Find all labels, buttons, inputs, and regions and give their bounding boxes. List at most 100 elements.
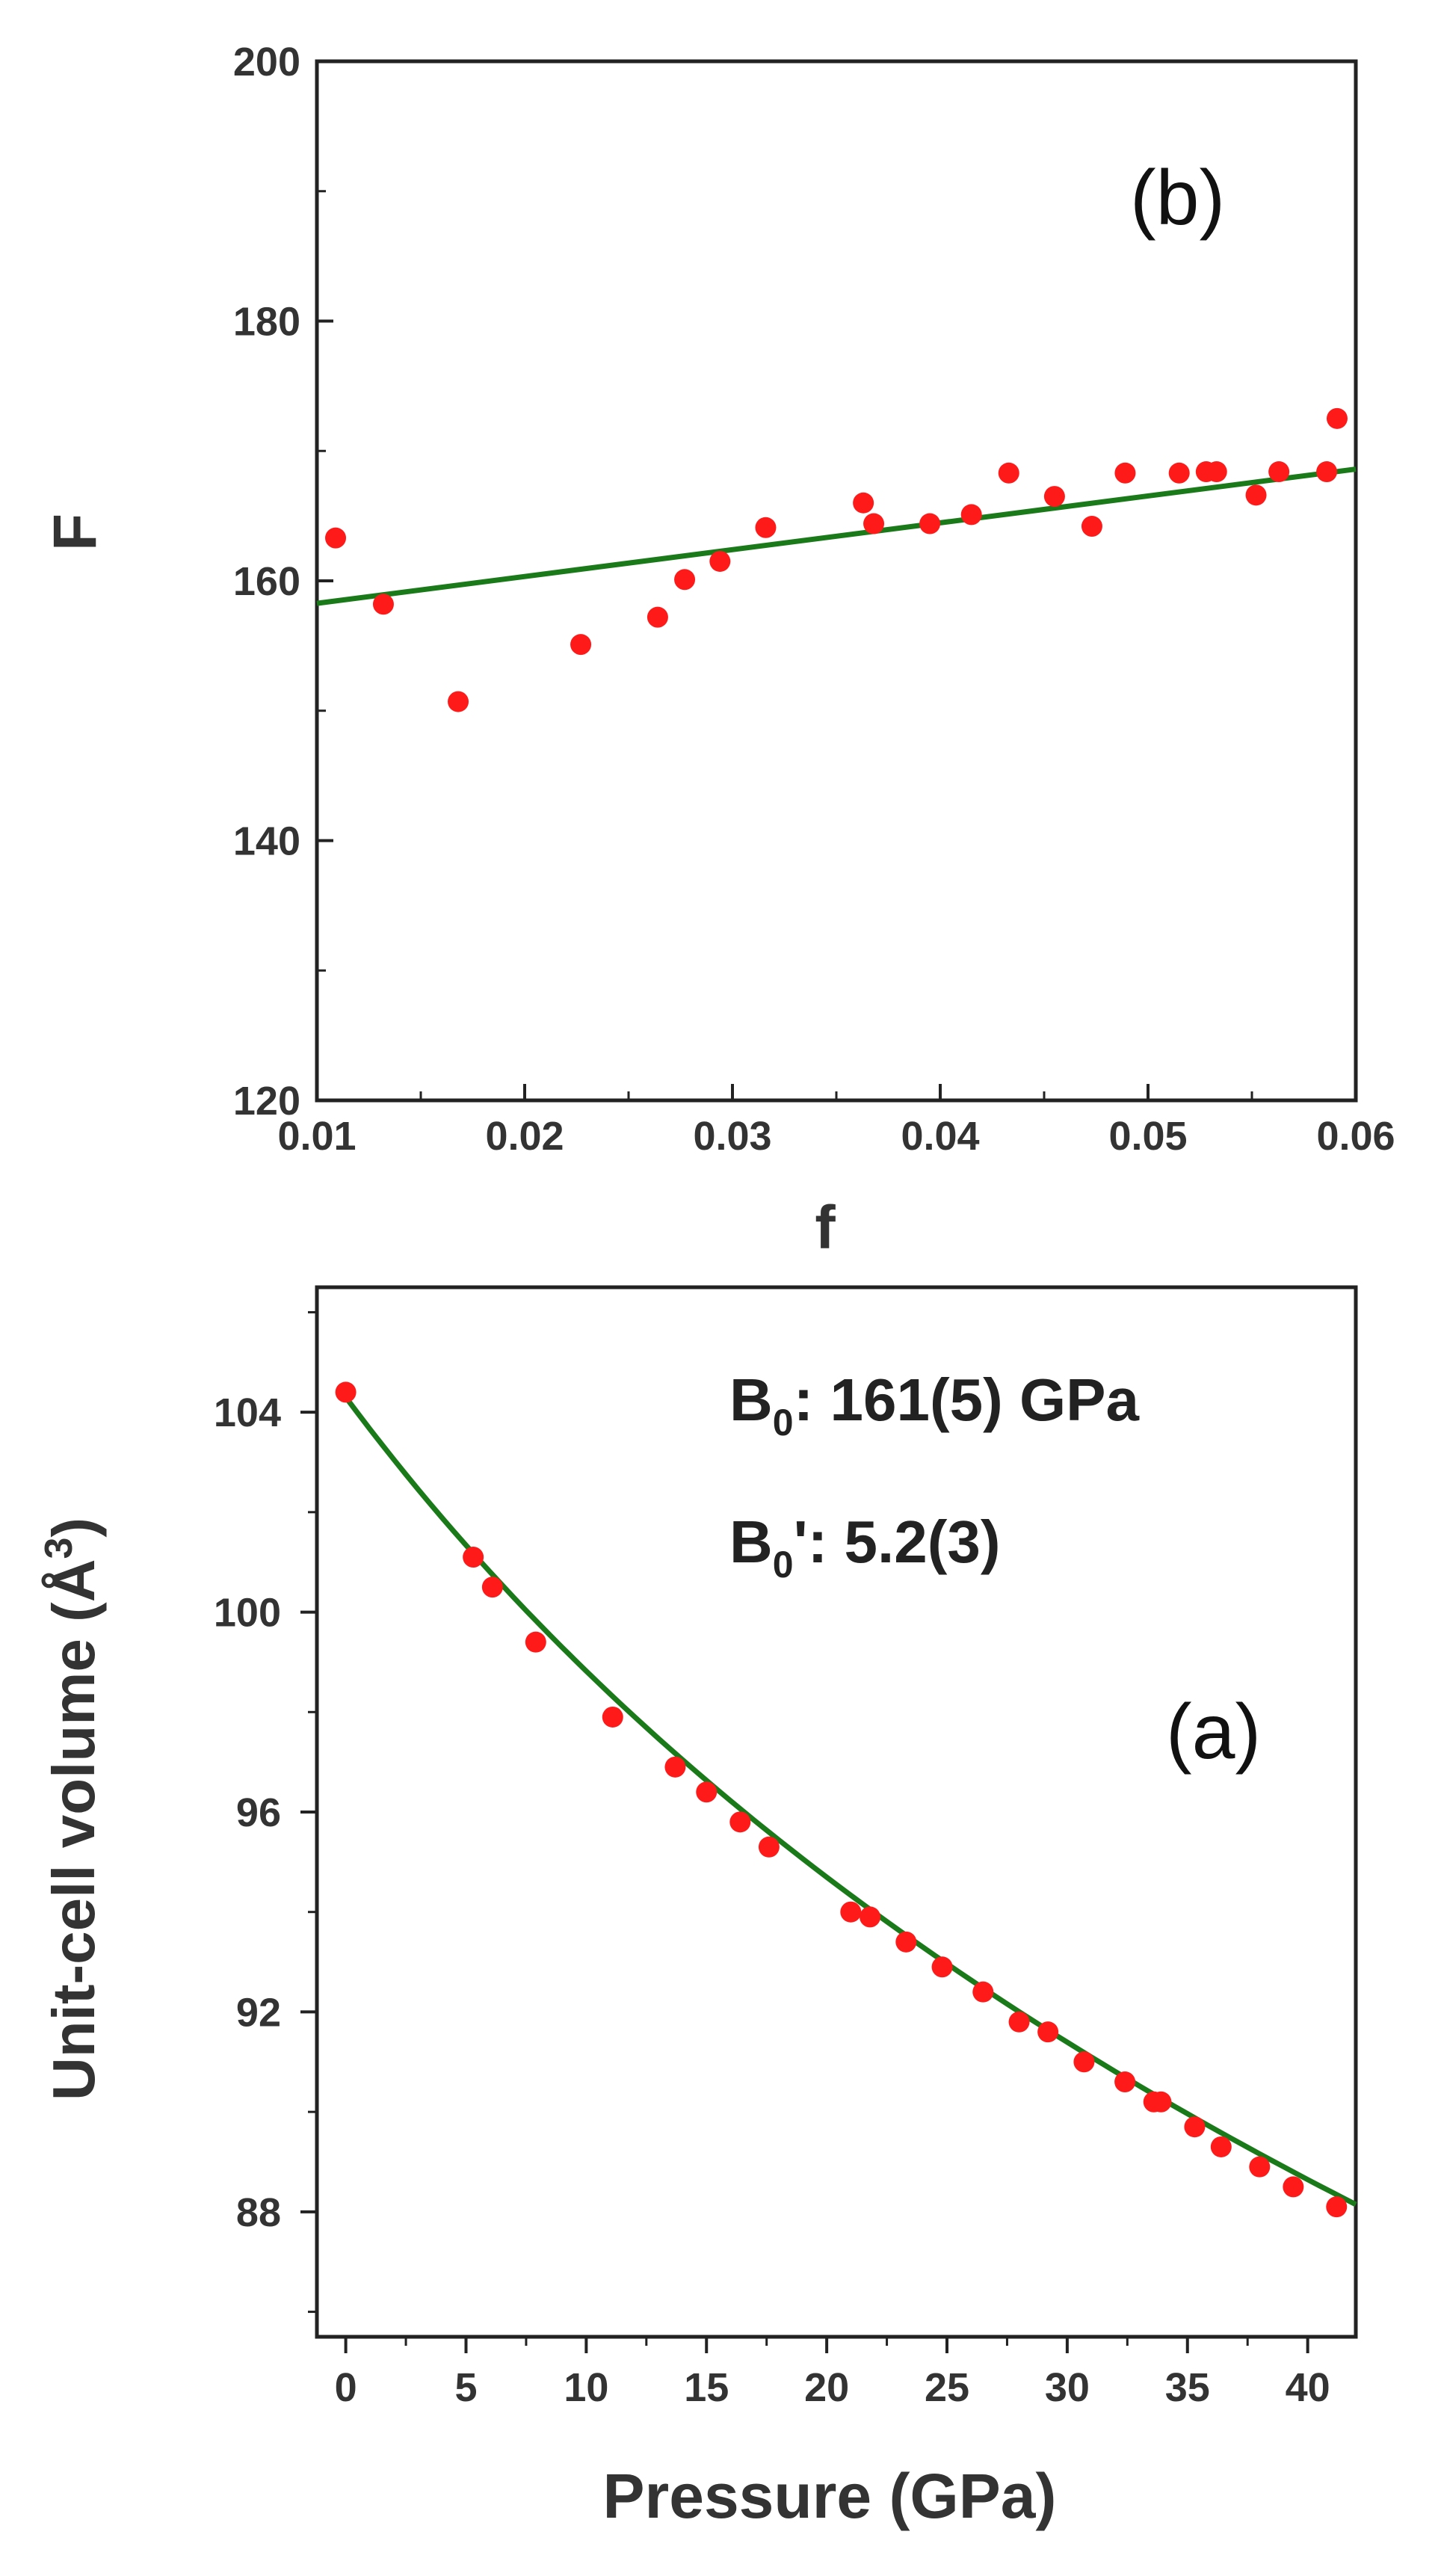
- data-point: [758, 1836, 780, 1858]
- data-point: [1114, 2071, 1136, 2093]
- x-tick-label: 10: [564, 2365, 608, 2410]
- data-point: [647, 606, 668, 628]
- annotation-pressure-derivative: B0': 5.2(3): [729, 1509, 1000, 1586]
- data-point: [1150, 2091, 1172, 2113]
- data-point: [325, 527, 347, 549]
- data-point: [1043, 486, 1065, 508]
- data-point: [853, 492, 874, 514]
- data-point: [931, 1956, 953, 1978]
- y-tick-labels-b: 120 140 160 180 200: [233, 40, 300, 1124]
- data-point: [448, 691, 469, 712]
- data-point: [1326, 2196, 1348, 2218]
- data-point: [664, 1756, 686, 1778]
- data-point: [919, 513, 941, 534]
- data-point: [1283, 2176, 1304, 2198]
- x-tick-label: 0.06: [1316, 1114, 1395, 1159]
- annotation-bulk-modulus-subscript: 0: [773, 1402, 794, 1443]
- data-point: [674, 569, 696, 591]
- data-point: [335, 1381, 357, 1403]
- x-tick-label: 20: [804, 2365, 849, 2410]
- data-point: [860, 1906, 881, 1928]
- data-point: [755, 517, 777, 538]
- data-point: [709, 550, 731, 572]
- x-axis-title-a: Pressure (GPa): [603, 2461, 1057, 2531]
- data-point: [1081, 516, 1102, 537]
- panel-label-a: (a): [1166, 1689, 1261, 1775]
- y-tick-label: 96: [236, 1790, 281, 1835]
- x-tick-label: 0: [335, 2365, 357, 2410]
- fit-curve-a: [343, 1395, 1357, 2207]
- data-point: [1245, 484, 1267, 506]
- annotation-bulk-modulus: B0: 161(5) GPa: [729, 1366, 1140, 1443]
- data-point: [1249, 2156, 1271, 2178]
- data-point: [525, 1631, 546, 1653]
- y-axis-title-b: F: [41, 514, 109, 551]
- data-points-a: [335, 1381, 1348, 2218]
- data-point: [1073, 2051, 1095, 2073]
- data-point: [998, 462, 1019, 484]
- x-tick-label: 0.02: [485, 1114, 564, 1159]
- fit-line-b: [316, 466, 1357, 606]
- y-axis-title-a: Unit-cell volume (Å3): [37, 1517, 107, 2101]
- panel-label-b: (b): [1130, 155, 1225, 241]
- data-point: [1037, 2021, 1059, 2043]
- data-point: [1268, 461, 1290, 483]
- data-point: [1168, 462, 1190, 484]
- y-tick-label: 100: [214, 1591, 281, 1636]
- y-tick-label: 200: [233, 40, 300, 84]
- data-point: [602, 1706, 623, 1728]
- annotation-bulk-modulus-value: : 161(5) GPa: [794, 1366, 1140, 1433]
- x-tick-labels-a: 0 5 10 15 20 25 30 35 40: [335, 2365, 1330, 2410]
- y-axis-title-a-close: ): [40, 1517, 107, 1538]
- x-tick-label: 40: [1286, 2365, 1330, 2410]
- data-point: [895, 1931, 917, 1953]
- axis-ticks-b: [315, 60, 1357, 1102]
- y-tick-label: 160: [233, 559, 300, 604]
- x-tick-label: 5: [454, 2365, 477, 2410]
- x-tick-label: 15: [684, 2365, 729, 2410]
- data-point: [863, 513, 885, 534]
- data-point: [372, 594, 394, 615]
- x-tick-label: 35: [1165, 2365, 1210, 2410]
- y-tick-label: 104: [214, 1390, 281, 1435]
- annotation-pressure-derivative-symbol: B: [729, 1509, 773, 1575]
- x-axis-title-b: f: [815, 1194, 836, 1262]
- y-tick-label: 140: [233, 819, 300, 864]
- data-point: [481, 1577, 503, 1598]
- data-point: [960, 504, 982, 526]
- y-tick-labels-a: 88 92 96 100 104: [214, 1390, 281, 2235]
- data-points-b: [325, 407, 1348, 712]
- data-point: [1114, 462, 1136, 484]
- data-point: [1184, 2116, 1206, 2138]
- x-tick-label: 0.05: [1108, 1114, 1187, 1159]
- x-tick-label: 0.04: [901, 1114, 979, 1159]
- annotation-bulk-modulus-symbol: B: [729, 1366, 773, 1433]
- y-axis-title-a-main: Unit-cell volume (Å: [40, 1559, 107, 2101]
- data-point: [696, 1781, 718, 1803]
- x-tick-label: 30: [1045, 2365, 1090, 2410]
- data-point: [972, 1981, 994, 2003]
- data-point: [1210, 2136, 1232, 2157]
- chart-panel-b: 0.01 0.02 0.03 0.04 0.05 0.06 120 140 160 180 200…: [41, 40, 1395, 1262]
- data-point: [729, 1811, 751, 1833]
- y-axis-title-a-superscript: 3: [37, 1538, 81, 1559]
- y-tick-label: 120: [233, 1079, 300, 1124]
- y-tick-label: 180: [233, 300, 300, 345]
- y-tick-label: 88: [236, 2190, 281, 2235]
- y-tick-label: 92: [236, 1990, 281, 2035]
- data-point: [840, 1901, 862, 1923]
- annotation-pressure-derivative-subscript: 0: [773, 1544, 794, 1586]
- x-tick-label: 0.01: [277, 1114, 356, 1159]
- data-point: [1008, 2011, 1030, 2033]
- x-tick-labels-b: 0.01 0.02 0.03 0.04 0.05 0.06: [277, 1114, 1395, 1159]
- axis-ticks-a: [300, 1310, 1309, 2353]
- x-tick-label: 0.03: [693, 1114, 771, 1159]
- data-point: [1206, 461, 1227, 483]
- annotation-pressure-derivative-value: ': 5.2(3): [794, 1509, 1001, 1575]
- data-point: [570, 634, 592, 656]
- x-tick-label: 25: [925, 2365, 969, 2410]
- data-point: [1326, 407, 1348, 429]
- data-point: [463, 1547, 484, 1568]
